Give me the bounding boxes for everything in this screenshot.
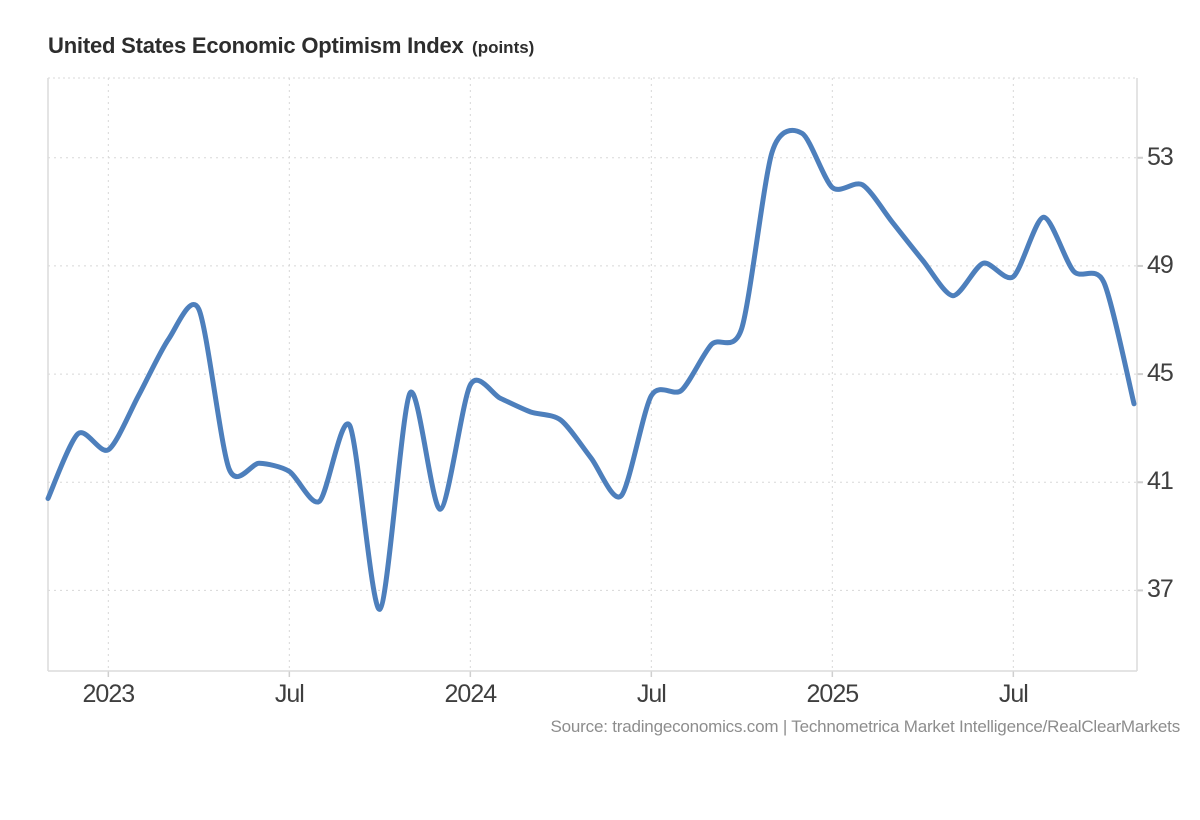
x-axis-tick-label: 2025 [806,680,860,708]
y-axis-tick-label: 41 [1147,467,1174,496]
title-unit-label: (points) [472,38,535,57]
x-axis-tick-label: 2024 [444,680,498,708]
x-axis-tick-label: Jul [636,680,667,708]
x-axis-tick-label: Jul [998,680,1029,708]
source-attribution: Source: tradingeconomics.com | Technomet… [550,717,1181,736]
y-axis-tick-label: 45 [1147,359,1174,388]
x-axis-tick-label: Jul [274,680,305,708]
chart-header: United States Economic Optimism Index (p… [48,33,534,59]
page-title: United States Economic Optimism Index [48,33,464,58]
y-axis-tick-label: 53 [1147,142,1174,171]
y-axis-tick-label: 49 [1147,250,1174,279]
x-axis-tick-label: 2023 [82,680,136,708]
y-axis-tick-label: 37 [1147,575,1174,604]
optimism-index-line [45,127,1137,612]
